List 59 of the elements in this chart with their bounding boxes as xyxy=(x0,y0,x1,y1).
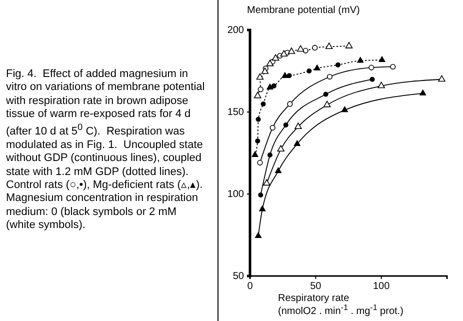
point xyxy=(288,48,296,54)
y-axis-title: Membrane potential (mV) xyxy=(247,5,360,16)
x-tick-label: 0 xyxy=(247,281,254,292)
point xyxy=(256,73,264,80)
point xyxy=(323,92,328,97)
point xyxy=(252,151,258,158)
point xyxy=(254,92,262,98)
point xyxy=(312,44,318,50)
point xyxy=(378,56,386,62)
point xyxy=(256,116,261,122)
point xyxy=(255,232,262,238)
point xyxy=(323,100,331,108)
point xyxy=(280,50,288,57)
x-tick-label: 100 xyxy=(372,281,390,292)
point xyxy=(287,101,293,107)
point xyxy=(345,42,353,48)
point xyxy=(325,42,333,49)
y-tick-label: 100 xyxy=(227,189,244,200)
point xyxy=(272,54,280,61)
point xyxy=(271,83,276,88)
point xyxy=(255,138,260,144)
point xyxy=(296,45,304,52)
point xyxy=(263,179,270,186)
point xyxy=(277,145,284,152)
point xyxy=(274,167,282,174)
point xyxy=(314,64,320,70)
point xyxy=(341,106,348,112)
text: Fig. 4. Effect of added magnesium in vitro on variations of membrane potential with respiration rate in brown adipose tissue of warm re-exposed rats for 4 d (after 10 d at 5$^{0}$ C). Respiration was modulated as in Fig. 1. Uncoupled state without GDP (continuous lines), coupled state with 1.2 mM GDP (dotted lines). Control rats (○,•), Mg-deficient rats (▵,▴). Magnesium concentration in respiration medium: 0 (black symbols or 2 mM (white symbols). xyxy=(6,68,205,231)
point xyxy=(260,101,266,106)
point xyxy=(257,160,263,166)
point xyxy=(294,140,300,146)
point xyxy=(258,86,264,92)
point xyxy=(302,48,308,54)
point xyxy=(326,74,333,80)
point xyxy=(267,152,272,158)
point xyxy=(420,90,426,96)
point xyxy=(438,75,446,82)
point xyxy=(282,72,288,78)
point xyxy=(378,82,385,88)
point xyxy=(258,192,264,198)
point xyxy=(259,206,266,212)
point xyxy=(390,64,396,70)
point xyxy=(261,68,269,74)
point xyxy=(294,122,302,130)
point xyxy=(370,76,375,82)
y-tick-label: 50 xyxy=(232,271,244,282)
point xyxy=(368,64,374,70)
x-tick-label: 50 xyxy=(310,281,322,292)
point xyxy=(357,56,364,63)
point xyxy=(335,62,341,68)
point xyxy=(306,68,312,74)
point xyxy=(266,84,274,90)
y-tick-label: 150 xyxy=(227,107,244,118)
y-tick-label: 200 xyxy=(227,25,244,36)
x-axis-title: Respiratory rate (nmolO2 . min$^{-1}$ . mg$^{-1}$ prot.) xyxy=(278,293,404,317)
point xyxy=(266,60,274,66)
point xyxy=(270,124,276,131)
point xyxy=(283,122,288,128)
point xyxy=(286,73,292,78)
